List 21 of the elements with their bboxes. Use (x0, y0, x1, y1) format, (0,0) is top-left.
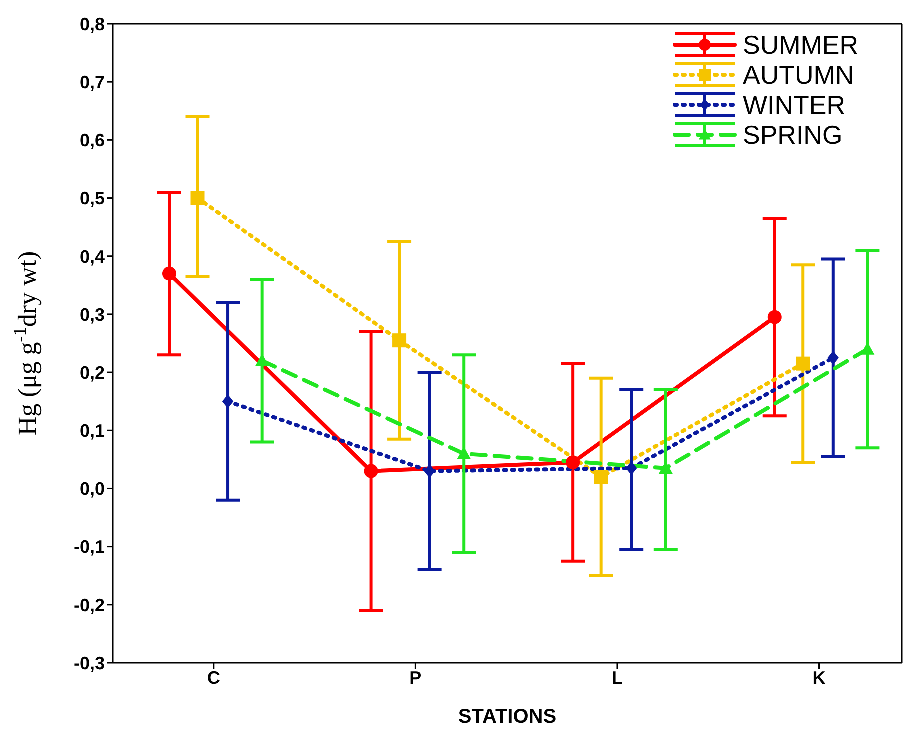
y-tick-label: -0,1 (74, 537, 105, 558)
x-tick-label: L (612, 668, 623, 688)
x-tick-label: K (812, 668, 826, 688)
x-tick-label: C (207, 668, 220, 688)
y-tick-label: 0,1 (80, 421, 105, 442)
y-tick-label: 0,5 (80, 188, 105, 209)
y-tick-label: -0,3 (74, 653, 105, 674)
y-tick-label: 0,7 (80, 72, 105, 92)
legend-label: WINTER (743, 90, 846, 120)
y-tick-label: 0,2 (80, 362, 105, 383)
y-tick-label: 0,8 (80, 14, 105, 34)
y-tick-label: 0,4 (80, 246, 105, 267)
y-tick-label: 0,0 (80, 479, 105, 500)
legend-label: SUMMER (743, 30, 859, 60)
y-tick-label: 0,3 (80, 304, 105, 325)
legend-label: SPRING (743, 120, 843, 150)
x-axis-title: STATIONS (458, 706, 557, 728)
y-tick-label: 0,6 (80, 130, 105, 151)
x-tick-label: P (410, 668, 422, 688)
y-tick-label: -0,2 (74, 595, 105, 616)
legend-label: AUTUMN (743, 60, 854, 90)
